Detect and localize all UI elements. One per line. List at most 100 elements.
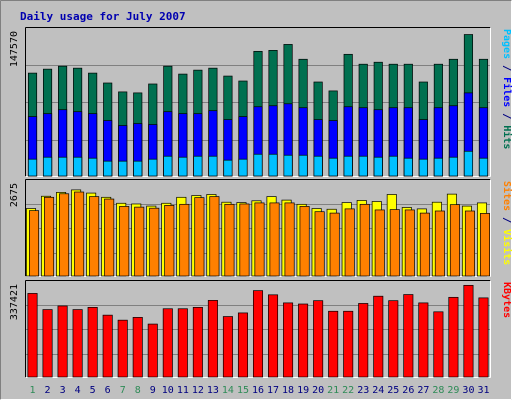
x-tick-label: 31	[477, 385, 489, 396]
bar-kbytes	[283, 302, 294, 378]
bar-sites	[44, 196, 55, 277]
x-tick-label: 13	[207, 385, 219, 396]
day-axis-labels: 1 2 3 4 5 6 7 8 9 10 11 12 13 14 15 16 17 18 19 20 21 22 23 24 2…	[30, 385, 490, 396]
x-tick-label: 17	[267, 385, 279, 396]
panel-3: 337421 KBytes	[9, 280, 512, 378]
bar-kbytes	[147, 323, 158, 378]
bar-sites	[389, 209, 400, 277]
bar-sites	[449, 204, 460, 277]
bar-sites	[59, 193, 70, 277]
bar-pages	[373, 156, 383, 177]
bar-pages	[178, 156, 188, 177]
bar-pages	[283, 154, 293, 177]
bar-kbytes	[403, 294, 414, 378]
x-tick-label: 20	[312, 385, 324, 396]
bar-pages	[433, 157, 443, 177]
x-tick-label: 1	[30, 385, 36, 396]
bar-sites	[464, 210, 475, 277]
x-tick-label: 22	[342, 385, 354, 396]
legend-label: Pages / Files / Hits	[501, 29, 512, 149]
bar-kbytes	[463, 284, 474, 378]
bar-pages	[103, 160, 113, 177]
bar-sites	[404, 209, 415, 277]
x-tick-label: 25	[387, 385, 399, 396]
bar-sites	[329, 212, 340, 277]
bar-pages	[163, 155, 173, 177]
bar-sites	[359, 203, 370, 277]
bar-sites	[74, 191, 85, 277]
bar-kbytes	[177, 308, 188, 378]
bar-pages	[118, 160, 128, 177]
x-tick-label: 26	[402, 385, 414, 396]
bar-kbytes	[298, 303, 309, 378]
x-tick-label: 11	[177, 385, 189, 396]
bar-kbytes	[117, 319, 128, 378]
bar-kbytes	[388, 300, 399, 378]
y-tick-label: 337421	[9, 284, 20, 320]
x-tick-label: 12	[192, 385, 204, 396]
bar-pages	[268, 153, 278, 177]
bar-pages	[193, 155, 203, 177]
bar-pages	[208, 155, 218, 177]
x-tick-label: 7	[120, 385, 126, 396]
bar-kbytes	[132, 317, 143, 378]
x-tick-label: 10	[162, 385, 174, 396]
y-tick-label: 2675	[9, 183, 20, 207]
bar-sites	[419, 212, 430, 277]
x-tick-label: 30	[462, 385, 474, 396]
chart-title: Daily usage for July 2007	[20, 10, 186, 23]
bar-kbytes	[252, 290, 264, 378]
bar-kbytes	[87, 307, 98, 378]
bar-sites	[374, 209, 385, 277]
y-tick-label: 147570	[9, 31, 20, 67]
bar-pages	[418, 158, 428, 177]
bar-kbytes	[418, 302, 429, 378]
legend-label-part: /	[501, 59, 512, 77]
bar-sites	[164, 205, 175, 277]
bar-kbytes	[478, 297, 489, 378]
bar-sites	[224, 203, 235, 277]
legend-label-part: /	[501, 107, 512, 125]
panel-1: 147570 Pages / Files / Hits	[9, 27, 512, 177]
x-tick-label: 6	[105, 385, 111, 396]
legend-label-part: Visits	[501, 229, 512, 265]
bar-kbytes	[222, 316, 233, 378]
bar-sites	[254, 202, 265, 277]
bar-sites	[269, 202, 280, 277]
bar-sites	[179, 203, 190, 277]
bar-pages	[238, 158, 248, 177]
x-tick-label: 27	[417, 385, 429, 396]
bar-kbytes	[448, 296, 459, 378]
x-tick-label: 16	[252, 385, 264, 396]
x-tick-label: 29	[447, 385, 459, 396]
legend-label-part: /	[501, 211, 512, 229]
bar-pages	[388, 155, 398, 177]
x-tick-label: 8	[135, 385, 141, 396]
legend-label: KBytes	[501, 282, 512, 318]
legend-label-part: Pages	[501, 29, 512, 59]
bar-pages	[463, 150, 474, 177]
x-tick-label: 24	[372, 385, 384, 396]
bar-sites	[149, 207, 160, 277]
bar-pages	[42, 156, 53, 177]
legend-label: Sites / Visits	[501, 181, 512, 265]
bar-pages	[73, 156, 83, 177]
bar-kbytes	[237, 312, 248, 378]
bar-sites	[89, 196, 100, 277]
bar-sites	[344, 208, 355, 277]
bar-pages	[88, 157, 98, 177]
bar-kbytes	[42, 309, 53, 378]
x-tick-label: 3	[60, 385, 66, 396]
bar-sites	[29, 210, 40, 277]
bar-kbytes	[358, 303, 369, 378]
bar-kbytes	[192, 307, 203, 378]
chart-panels: 147570 Pages / Files / Hits 2675 Sites / Vi…	[9, 27, 512, 378]
bar-kbytes	[27, 293, 38, 378]
bar-sites	[284, 202, 295, 277]
bar-kbytes	[433, 311, 444, 378]
bar-pages	[298, 154, 308, 177]
bar-sites	[209, 196, 220, 277]
legend-label-part: Hits	[501, 125, 512, 149]
x-tick-label: 9	[150, 385, 156, 396]
